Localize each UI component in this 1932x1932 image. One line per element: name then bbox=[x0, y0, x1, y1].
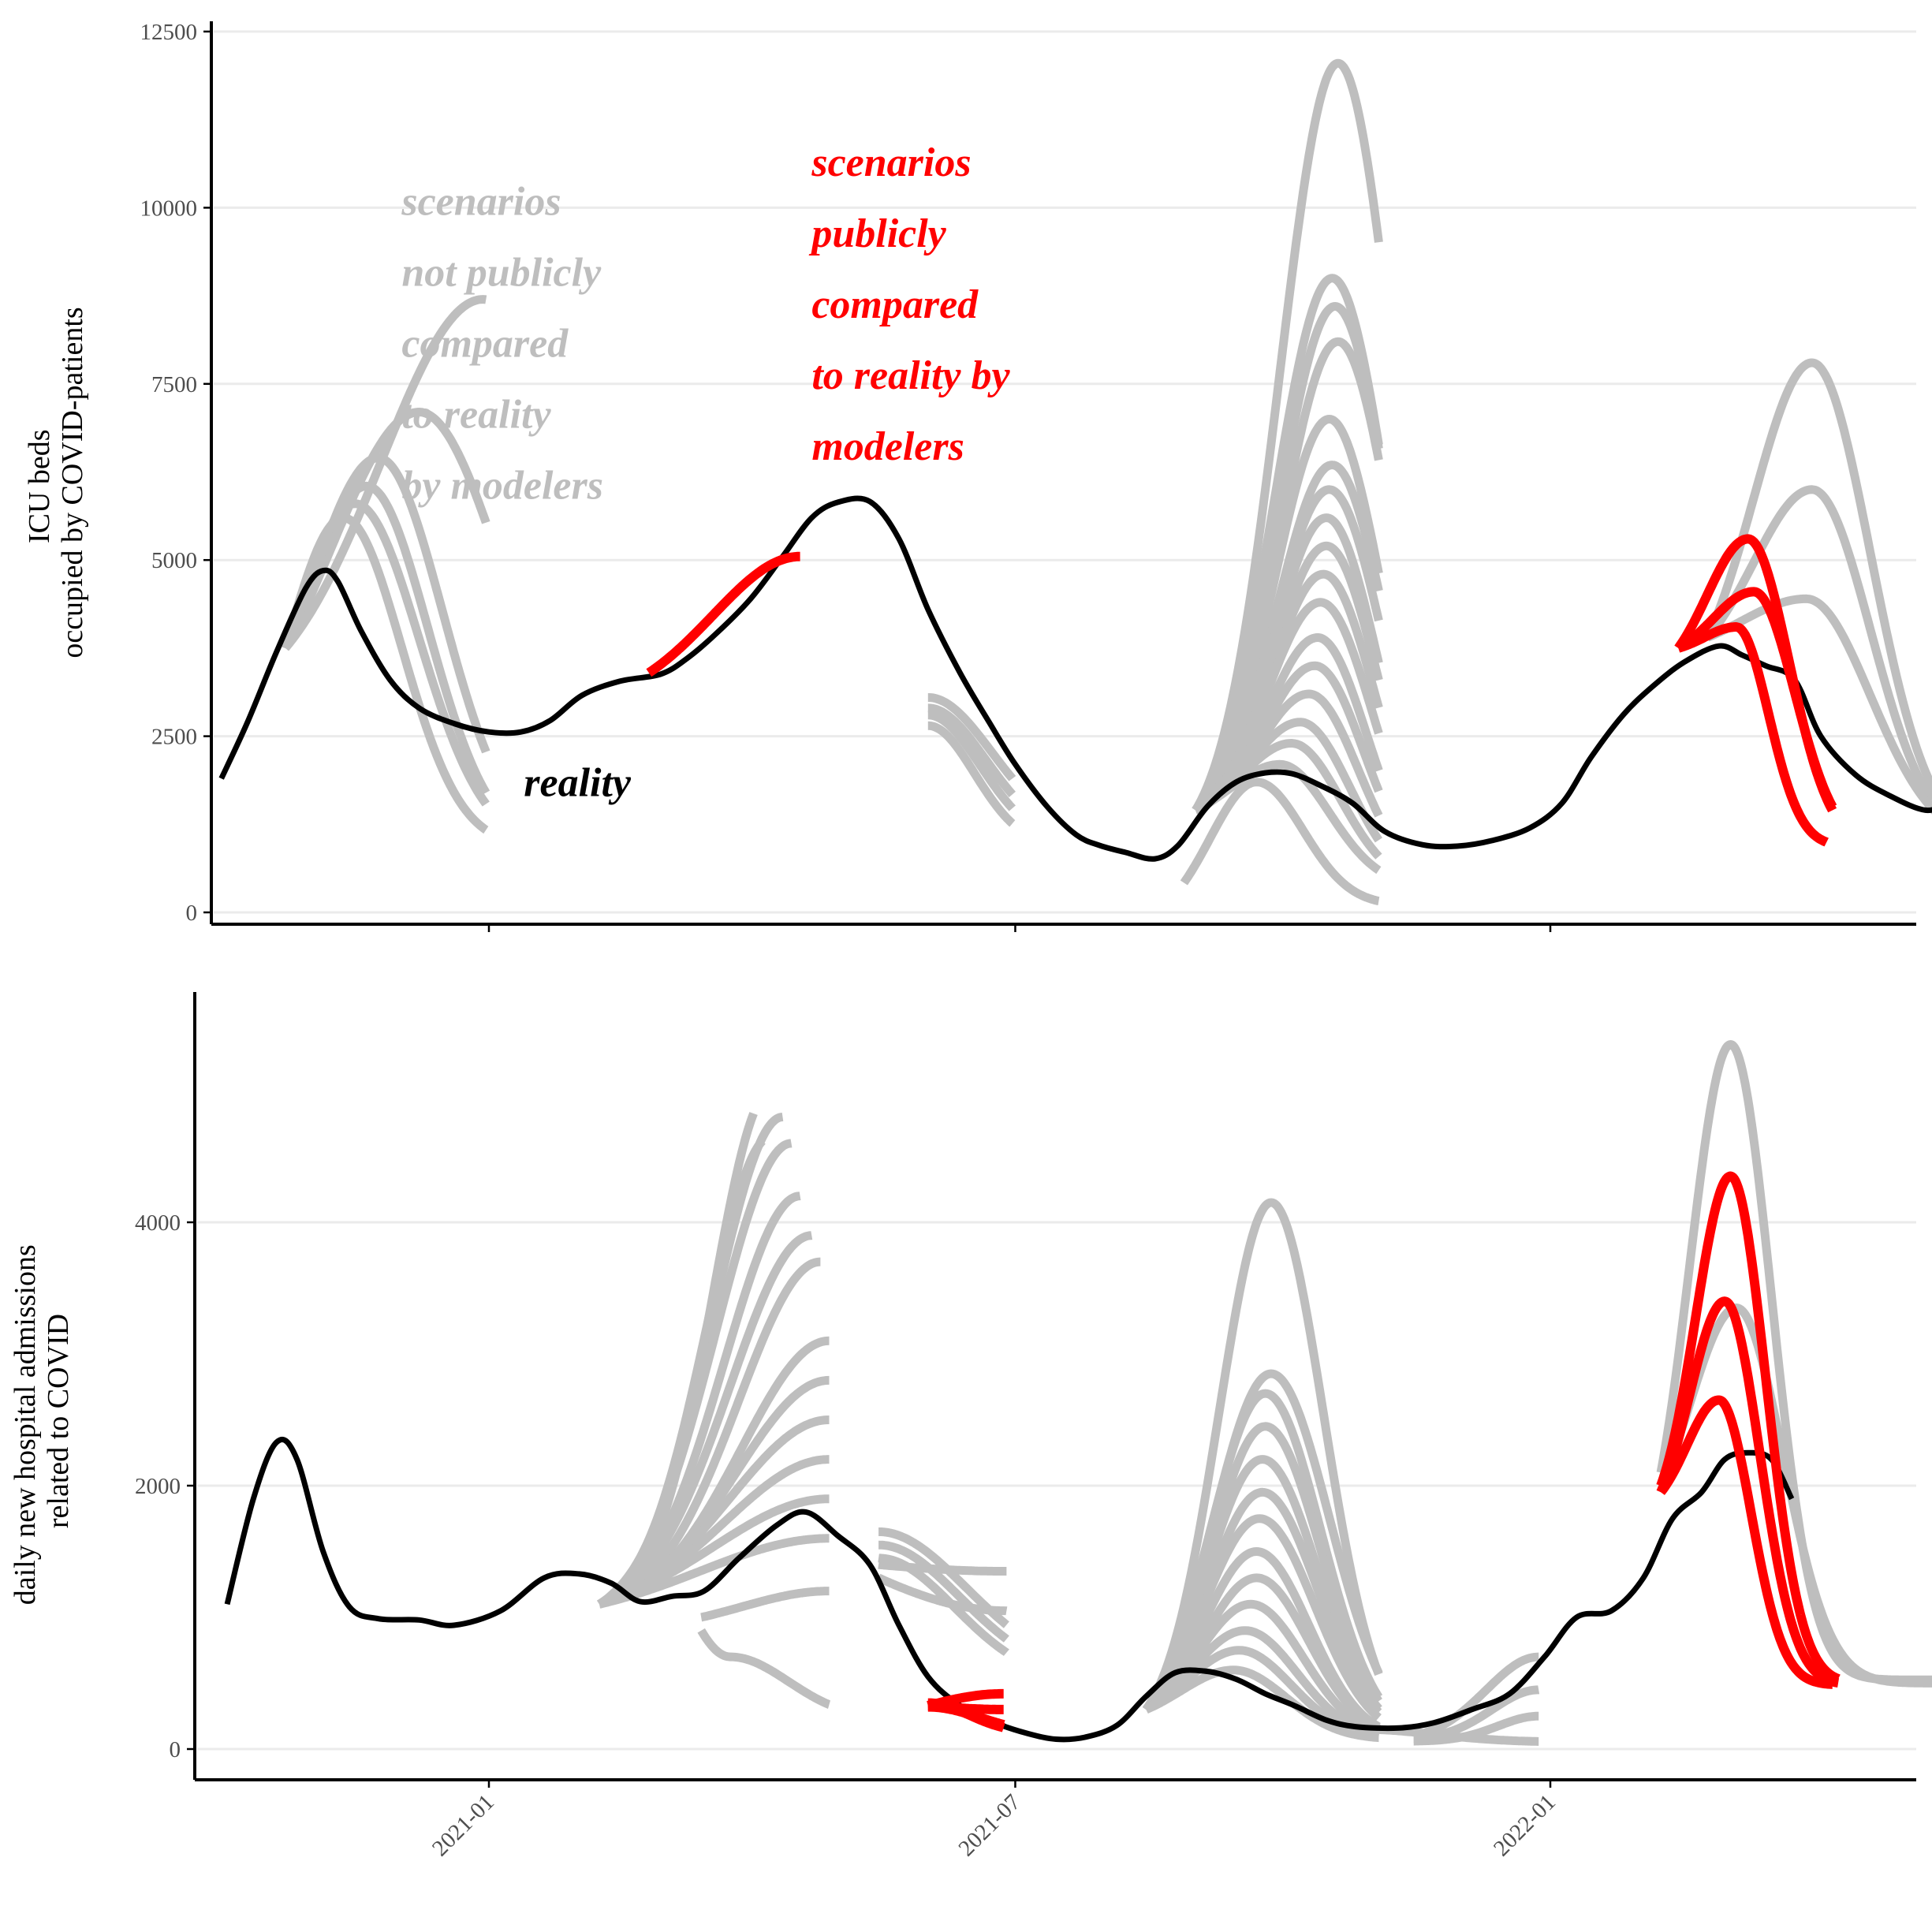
y-tick-label: 7500 bbox=[151, 372, 197, 397]
annotation-line: compared bbox=[401, 321, 569, 366]
annotation-line: scenarios bbox=[811, 140, 971, 185]
admissions-panel: 0 2000 4000 2021-01 2021-07 2022-01 daily ne… bbox=[9, 992, 1932, 1861]
icu-axes bbox=[210, 21, 1916, 932]
admissions-scenarios-not-compared bbox=[597, 1039, 1932, 1746]
scenario-not-compared-line bbox=[697, 1628, 831, 1709]
icu-scenarios-not-compared bbox=[281, 58, 1932, 906]
y-tick-label: 4000 bbox=[135, 1210, 181, 1236]
scenario-not-compared-line bbox=[1703, 485, 1932, 809]
annotation-line: to reality by bbox=[811, 353, 1010, 398]
annotation-line: scenarios bbox=[401, 179, 561, 224]
icu-y-axis-title-line1: ICU beds bbox=[23, 429, 56, 543]
scenario-not-compared-line bbox=[927, 721, 1016, 827]
annotation-line: not publicly bbox=[401, 250, 602, 295]
scenario-not-compared-line bbox=[1413, 1685, 1540, 1744]
scenario-not-compared-line bbox=[700, 1587, 830, 1622]
x-ticks: 2021-01 2021-07 2022-01 bbox=[427, 1789, 1561, 1861]
scenario-not-compared-line bbox=[927, 711, 1016, 811]
scenario-compared-line bbox=[646, 551, 800, 677]
annotation-line: reality bbox=[524, 761, 632, 806]
scenario-not-compared-line bbox=[1413, 1711, 1539, 1746]
annotation-line: by modelers bbox=[401, 463, 603, 508]
scenario-compared-line bbox=[1656, 1171, 1841, 1684]
reality-line bbox=[224, 1437, 1795, 1743]
scenario-not-compared-line bbox=[1657, 1303, 1932, 1688]
admissions-y-axis-title-line2: related to COVID bbox=[42, 1314, 75, 1528]
scenario-not-compared-line bbox=[878, 1540, 1009, 1643]
scenario-not-compared-line bbox=[597, 1139, 793, 1608]
scenario-not-compared-line bbox=[1143, 1514, 1382, 1721]
scenario-not-compared-line bbox=[599, 1534, 830, 1609]
reality-line bbox=[218, 495, 1932, 862]
icu-y-axis-title-line2: occupied by COVID-patients bbox=[56, 307, 89, 658]
scenario-not-compared-line bbox=[927, 703, 1016, 798]
icu-gridlines bbox=[214, 30, 1916, 914]
annotation-text: scenarios not publicly compared to reality b… bbox=[401, 179, 603, 508]
y-tick-label: 0 bbox=[170, 1737, 181, 1762]
x-tick-label: 2022-01 bbox=[1489, 1789, 1561, 1861]
annotation-line: publicly bbox=[808, 211, 946, 256]
icu-y-axis-title: ICU beds occupied by COVID-patients bbox=[23, 307, 89, 658]
annotation-line: modelers bbox=[811, 424, 964, 469]
admissions-reality bbox=[224, 1437, 1795, 1743]
annotation-text: scenarios publicly compared to reality by mo… bbox=[808, 140, 1010, 469]
scenario-not-compared-line bbox=[1705, 594, 1932, 815]
admissions-y-axis-title: daily new hospital admissions related to… bbox=[9, 1237, 75, 1606]
scenario-not-compared-line bbox=[878, 1560, 1007, 1576]
scenario-not-compared-line bbox=[1143, 1665, 1379, 1743]
scenario-not-compared-line bbox=[597, 1231, 813, 1609]
scenario-not-compared-line bbox=[281, 407, 490, 651]
scenario-compared-line bbox=[1677, 622, 1829, 847]
annotation-line: to reality bbox=[401, 392, 551, 437]
y-tick-label: 0 bbox=[186, 901, 198, 926]
scenario-not-compared-line bbox=[598, 1112, 758, 1609]
scenario-compared-line bbox=[1656, 1296, 1840, 1688]
admissions-gridlines bbox=[197, 1221, 1916, 1751]
x-tick-label: 2021-07 bbox=[953, 1789, 1025, 1861]
admissions-axes bbox=[193, 992, 1916, 1788]
scenario-compared-line bbox=[1675, 587, 1837, 809]
icu-annotations: scenarios not publicly compared to reality b… bbox=[401, 140, 1010, 805]
scenario-not-compared-line bbox=[1142, 1198, 1383, 1712]
y-tick-label: 5000 bbox=[151, 548, 197, 573]
scenario-not-compared-line bbox=[876, 1573, 1008, 1616]
annotation-text: reality bbox=[524, 761, 632, 806]
admissions-scenarios-compared bbox=[927, 1171, 1841, 1732]
icu-y-ticks: 0 2500 5000 7500 10000 12500 bbox=[140, 20, 211, 926]
y-tick-label: 12500 bbox=[140, 20, 198, 45]
scenario-not-compared-line bbox=[1703, 358, 1932, 796]
admissions-y-axis-title-line1: daily new hospital admissions bbox=[9, 1244, 42, 1605]
y-tick-label: 2500 bbox=[151, 725, 197, 750]
scenario-not-compared-line bbox=[1412, 1652, 1539, 1740]
scenario-not-compared-line bbox=[282, 295, 487, 651]
icu-reality bbox=[218, 495, 1932, 862]
scenario-not-compared-line bbox=[927, 693, 1016, 781]
scenario-compared-line bbox=[927, 1702, 1005, 1729]
scenario-not-compared-line bbox=[1180, 778, 1380, 906]
admissions-y-ticks: 0 2000 4000 bbox=[135, 1210, 195, 1762]
annotation-line: compared bbox=[811, 282, 979, 327]
scenario-not-compared-line bbox=[281, 513, 489, 834]
scenario-compared-line bbox=[1657, 1395, 1833, 1689]
x-tick-label: 2021-01 bbox=[427, 1789, 499, 1861]
icu-panel: 0 2500 5000 7500 10000 12500 scenarios not pub… bbox=[23, 20, 1932, 932]
y-tick-label: 2000 bbox=[135, 1474, 181, 1499]
y-tick-label: 10000 bbox=[140, 196, 198, 221]
icu-scenarios-compared bbox=[646, 534, 1837, 847]
